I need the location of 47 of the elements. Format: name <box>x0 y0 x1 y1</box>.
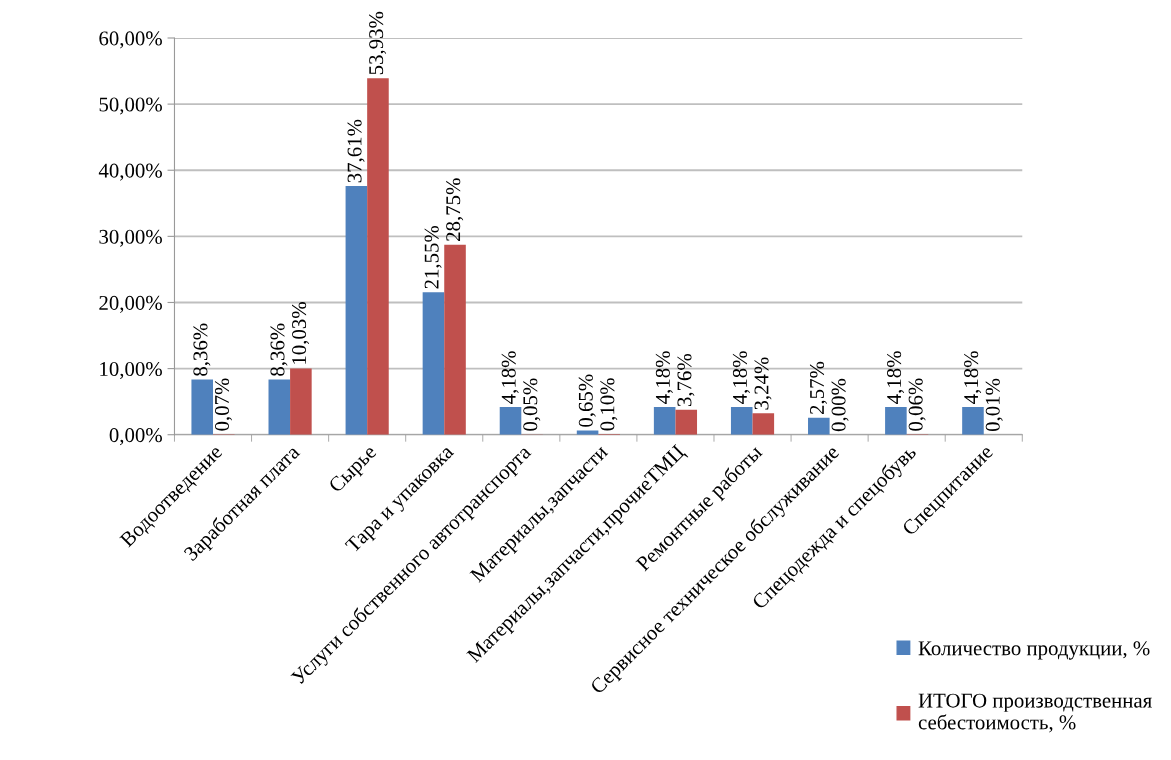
data-label: 21,55% <box>424 225 442 289</box>
bar <box>290 368 312 435</box>
data-label: 10,03% <box>292 302 310 364</box>
bar <box>444 244 466 435</box>
data-label: 37,61% <box>347 119 365 183</box>
bar <box>268 379 291 435</box>
y-tick-label: 30,00% <box>99 229 162 247</box>
bar <box>191 379 214 435</box>
data-label: 0,07% <box>214 378 233 431</box>
data-label: 4,18% <box>887 351 905 404</box>
data-label: 3,24% <box>754 357 772 410</box>
bar <box>885 407 907 435</box>
legend-label: Количество продукции, % <box>918 641 1150 660</box>
data-label: 8,36% <box>270 323 288 376</box>
data-label: 53,93% <box>369 11 387 75</box>
data-label: 0,01% <box>985 378 1003 432</box>
bar <box>576 430 599 435</box>
bar <box>730 407 753 435</box>
bar <box>675 409 698 435</box>
data-label: 0,10% <box>600 378 618 431</box>
y-tick-label: 20,00% <box>99 295 162 313</box>
y-tick-label: 40,00% <box>98 163 162 181</box>
data-label: 28,75% <box>446 178 464 241</box>
y-tick-label: 0,00% <box>109 428 162 446</box>
data-label: 4,18% <box>964 351 982 404</box>
y-tick-label: 10,00% <box>100 361 162 380</box>
data-label: 2,57% <box>809 361 828 415</box>
data-label: 4,18% <box>655 351 673 404</box>
bar <box>653 407 676 435</box>
data-label: 3,76% <box>677 353 695 407</box>
data-label: 4,18% <box>501 351 519 404</box>
bar <box>367 78 389 435</box>
data-label: 0,06% <box>908 378 926 431</box>
data-label: 0,65% <box>578 374 596 427</box>
y-tick-label: 50,00% <box>99 97 162 115</box>
data-label: 0,00% <box>831 378 849 432</box>
bar <box>962 407 984 435</box>
bar <box>808 417 830 435</box>
data-label: 0,05% <box>523 378 541 431</box>
data-label: 8,36% <box>193 323 211 376</box>
bar <box>499 407 522 435</box>
data-label: 4,18% <box>732 351 750 404</box>
bar <box>752 413 775 435</box>
y-tick-label: 60,00% <box>99 31 162 49</box>
bar <box>345 186 368 435</box>
bar <box>422 292 445 435</box>
legend-label: ИТОГО производственная себестоимость, % <box>918 693 1152 733</box>
